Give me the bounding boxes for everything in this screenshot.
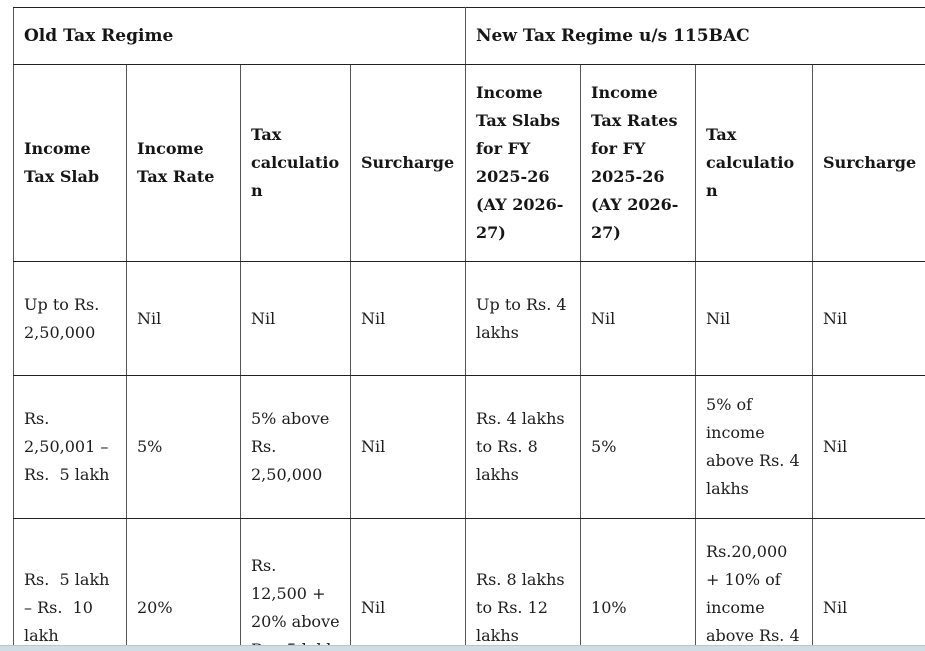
table-row: Rs. 2,50,001 – Rs. 5 lakh 5% 5% above Rs. …	[13, 375, 925, 519]
old-regime-group-header: Old Tax Regime	[12, 7, 467, 65]
cell-r0-c7: Nil	[812, 261, 925, 376]
cell-r1-c1: 5%	[126, 375, 241, 519]
column-header-row: Income Tax Slab Income Tax Rate Tax calc…	[13, 64, 925, 262]
bottom-highlight-bar	[0, 645, 925, 651]
cell-r2-c5: 10%	[580, 518, 697, 651]
col-header-surcharge-new: Surcharge	[812, 64, 925, 262]
cell-r0-c1: Nil	[126, 261, 241, 376]
cell-r0-c5: Nil	[580, 261, 697, 376]
regime-header-row: Old Tax Regime New Tax Regime u/s 115BAC	[12, 7, 925, 65]
cell-r1-c6: 5% of income above Rs. 4 lakhs	[695, 375, 814, 519]
cell-r2-c7: Nil	[812, 518, 925, 651]
table-row: Rs. 5 lakh – Rs. 10 lakh 20% Rs. 12,500 + …	[13, 518, 925, 651]
cell-r2-c4: Rs. 8 lakhs to Rs. 12 lakhs	[465, 518, 582, 651]
cell-r0-c2: Nil	[240, 261, 351, 376]
cell-r2-c1: 20%	[126, 518, 241, 651]
cell-r1-c2: 5% above Rs. 2,50,000	[240, 375, 351, 519]
cell-r1-c0: Rs. 2,50,001 – Rs. 5 lakh	[13, 375, 127, 519]
cell-r0-c4: Up to Rs. 4 lakhs	[465, 261, 582, 376]
col-header-income-tax-rate: Income Tax Rate	[126, 64, 241, 262]
cell-r0-c6: Nil	[695, 261, 814, 376]
col-header-income-tax-slab: Income Tax Slab	[13, 64, 127, 262]
cell-r2-c6: Rs.20,000 + 10% of income above Rs. 4 la…	[695, 518, 814, 651]
col-header-surcharge-old: Surcharge	[349, 64, 467, 262]
table-row: Up to Rs. 2,50,000 Nil Nil Nil Up to Rs. 4 l…	[13, 261, 925, 376]
cell-r2-c2: Rs. 12,500 + 20% above Rs. 5 lakh	[240, 518, 351, 651]
cell-r1-c3: Nil	[349, 375, 467, 519]
cell-r2-c3: Nil	[349, 518, 467, 651]
col-header-income-tax-rates-new: Income Tax Rates for FY 2025-26 (AY 2026…	[580, 64, 697, 262]
cell-r1-c5: 5%	[580, 375, 697, 519]
cell-r0-c0: Up to Rs. 2,50,000	[13, 261, 127, 376]
new-regime-group-header: New Tax Regime u/s 115BAC	[465, 7, 925, 65]
table-body: Up to Rs. 2,50,000 Nil Nil Nil Up to Rs. 4 l…	[13, 261, 925, 651]
col-header-tax-calculation-old: Tax calculation	[240, 64, 351, 262]
tax-comparison-table: Old Tax Regime New Tax Regime u/s 115BAC…	[12, 7, 925, 651]
col-header-tax-calculation-new: Tax calculation	[695, 64, 814, 262]
cell-r0-c3: Nil	[349, 261, 467, 376]
col-header-income-tax-slabs-new: Income Tax Slabs for FY 2025-26 (AY 2026…	[465, 64, 582, 262]
cell-r2-c0: Rs. 5 lakh – Rs. 10 lakh	[13, 518, 127, 651]
cell-r1-c4: Rs. 4 lakhs to Rs. 8 lakhs	[465, 375, 582, 519]
cell-r1-c7: Nil	[812, 375, 925, 519]
